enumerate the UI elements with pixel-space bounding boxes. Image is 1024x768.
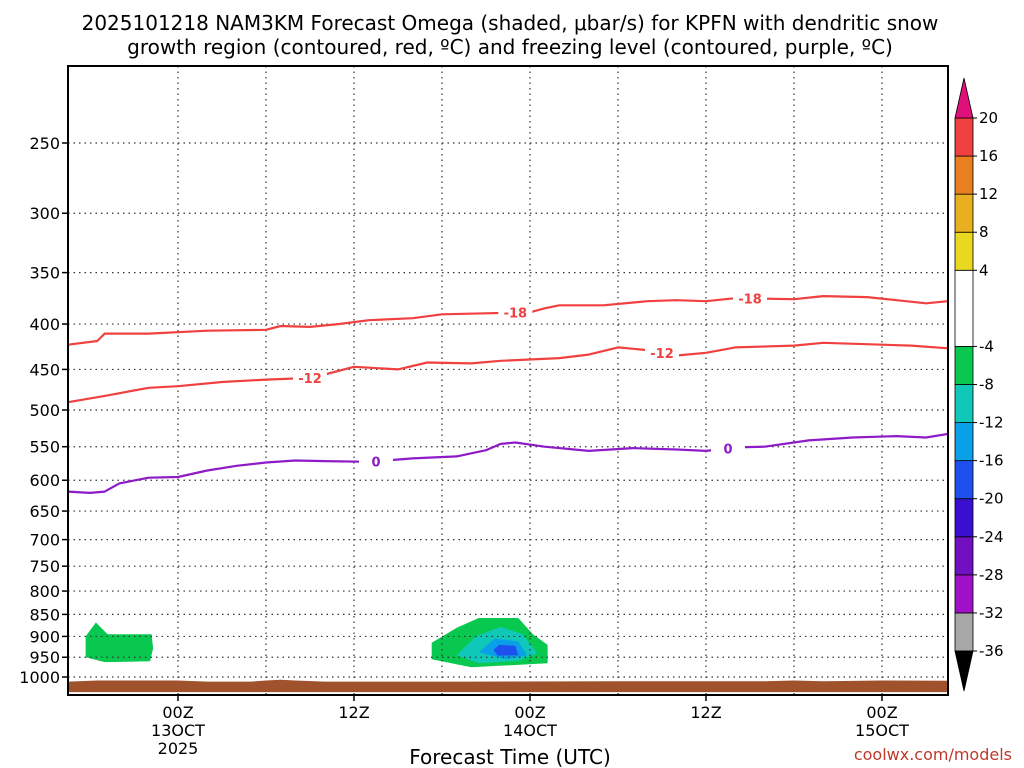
colorbar-tick-label: -36: [979, 642, 1004, 660]
contour-label: -18: [738, 292, 762, 307]
contour-label: -12: [650, 347, 674, 362]
colorbar-tick-label: -4: [979, 337, 994, 355]
colorbar-bin: [954, 536, 974, 576]
colorbar-tick-label: 4: [979, 261, 989, 279]
colorbar-bin: [954, 155, 974, 195]
colorbar-tick-label: -32: [979, 604, 1004, 622]
colorbar-tick-label: -24: [979, 528, 1004, 546]
colorbar-tick-label: -16: [979, 452, 1004, 470]
x-tick-label: 12Z: [338, 703, 369, 722]
omega-shaded-region: [493, 644, 519, 656]
contour-label-bg: [359, 453, 393, 470]
colorbar-tick-label: 8: [979, 223, 989, 241]
colorbar-tick-label: 12: [979, 185, 998, 203]
omega-shaded-layer: [85, 618, 548, 668]
y-tick-label: 850: [29, 605, 60, 624]
grid-layer: [68, 66, 948, 695]
colorbar-bin: [954, 460, 974, 500]
colorbar: 20 16 12 8 4 -4 -8 -12 -16 -20 -24 -28 -32 -36: [954, 77, 1004, 692]
colorbar-bin: [954, 346, 974, 385]
colorbar-bin: [954, 498, 974, 538]
y-tick-label: 250: [29, 134, 60, 153]
y-tick-label: 400: [29, 315, 60, 334]
y-tick-label: 500: [29, 401, 60, 420]
y-tick-label: 300: [29, 204, 60, 223]
contour-label: -12: [298, 372, 322, 387]
y-tick-label: 800: [29, 582, 60, 601]
omega-shaded-region: [85, 622, 154, 663]
colorbar-tick-label: -8: [979, 376, 994, 394]
contour-layer: -18 -18 -12 -12 0 0: [67, 290, 949, 494]
chart-title-line2: growth region (contoured, red, ºC) and f…: [127, 35, 893, 59]
contour-label-bg: [645, 344, 679, 361]
x-tick-label: 13OCT: [151, 721, 205, 740]
colorbar-bin: [954, 422, 974, 462]
colorbar-bin: [954, 612, 974, 652]
colorbar-min-arrow: [954, 650, 974, 692]
y-axis: 250 300 350 400 450 500 550 600 650 700 750 800 850 9…: [19, 134, 68, 687]
y-tick-label: 650: [29, 502, 60, 521]
y-tick-label: 1000: [19, 668, 60, 687]
terrain-layer: [68, 679, 948, 693]
colorbar-bin: [954, 269, 974, 347]
terrain-fill: [68, 679, 948, 693]
x-tick-label: 2025: [158, 739, 199, 758]
colorbar-tick-label: 20: [979, 109, 998, 127]
colorbar-bin: [954, 231, 974, 271]
contour-label: 0: [723, 442, 732, 457]
plot-frame: [67, 65, 949, 696]
contour-label-bg: [498, 304, 533, 321]
colorbar-tick-label: -28: [979, 566, 1004, 584]
contour-label-bg: [293, 369, 327, 386]
x-tick-label: 12Z: [690, 703, 721, 722]
x-tick-label: 14OCT: [503, 721, 557, 740]
colorbar-bin: [954, 574, 974, 614]
x-tick-label: 00Z: [162, 703, 193, 722]
y-tick-label: 950: [29, 648, 60, 667]
colorbar-max-arrow: [954, 77, 974, 119]
y-tick-label: 700: [29, 531, 60, 550]
y-tick-label: 750: [29, 557, 60, 576]
contour-label: 0: [371, 455, 380, 470]
colorbar-bin: [954, 384, 974, 423]
contour-line: [67, 432, 949, 494]
y-tick-label: 900: [29, 627, 60, 646]
x-tick-label: 15OCT: [855, 721, 909, 740]
x-tick-label: 00Z: [866, 703, 897, 722]
contour-label-bg: [733, 290, 767, 307]
credit-text: coolwx.com/models: [854, 745, 1012, 764]
colorbar-bin: [954, 193, 974, 233]
y-tick-label: 350: [29, 264, 60, 283]
colorbar-tick-label: 16: [979, 147, 998, 165]
contour-label: -18: [504, 307, 528, 322]
x-tick-label: 00Z: [514, 703, 545, 722]
colorbar-bin: [954, 117, 974, 157]
y-tick-label: 600: [29, 471, 60, 490]
chart-title-line1: 2025101218 NAM3KM Forecast Omega (shaded…: [82, 11, 939, 35]
x-axis-title: Forecast Time (UTC): [409, 745, 611, 768]
contour-line: [67, 341, 949, 404]
colorbar-tick-label: -20: [979, 490, 1004, 508]
contour-label-bg: [711, 440, 745, 457]
colorbar-tick-label: -12: [979, 414, 1004, 432]
y-tick-label: 550: [29, 438, 60, 457]
y-tick-label: 450: [29, 360, 60, 379]
